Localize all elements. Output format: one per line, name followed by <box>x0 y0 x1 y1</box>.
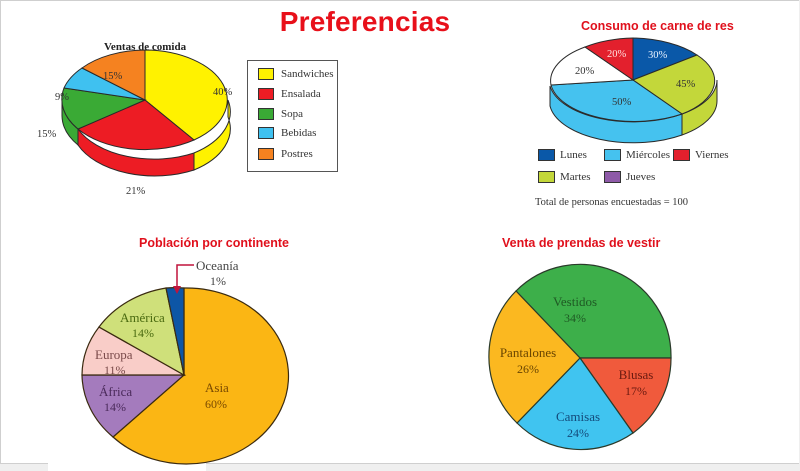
food-legend: Sandwiches Ensalada Sopa Bebidas Postres <box>247 60 338 172</box>
label-camisas-pct: 24% <box>567 426 589 440</box>
legend-item-viernes: Viernes <box>673 148 729 162</box>
chart-title-food: Ventas de comida <box>104 41 187 53</box>
legend-label: Sopa <box>281 108 303 120</box>
page-title: Preferencias <box>279 6 451 37</box>
label-postres: 15% <box>103 71 123 82</box>
legend-item-sandwiches: Sandwiches <box>258 67 334 81</box>
legend-label: Bebidas <box>281 127 317 139</box>
legend-item-bebidas: Bebidas <box>258 126 316 140</box>
legend-label: Sandwiches <box>281 68 334 80</box>
legend-label: Viernes <box>695 149 729 161</box>
label-pantalones-pct: 26% <box>517 362 539 376</box>
chart-title-beef: Consumo de carne de res <box>581 19 734 33</box>
swatch-ensalada <box>258 88 274 100</box>
legend-item-postres: Postres <box>258 147 313 161</box>
legend-item-lunes: Lunes <box>538 148 587 162</box>
legend-label: Lunes <box>560 149 587 161</box>
label-america-pct: 14% <box>132 326 154 340</box>
label-miercoles: 50% <box>612 97 632 108</box>
swatch-sopa <box>258 108 274 120</box>
label-sopa: 15% <box>37 129 57 140</box>
label-africa-pct: 14% <box>104 400 126 414</box>
legend-label: Jueves <box>626 171 656 183</box>
legend-item-sopa: Sopa <box>258 107 303 121</box>
label-vestidos-pct: 34% <box>564 311 586 325</box>
label-viernes: 20% <box>607 49 627 60</box>
slide-bottom-strip <box>48 462 206 471</box>
label-sandwiches: 40% <box>213 87 233 98</box>
swatch-viernes <box>673 149 690 161</box>
label-blusas: Blusas <box>619 367 654 382</box>
label-vestidos: Vestidos <box>553 294 597 309</box>
swatch-postres <box>258 148 274 160</box>
legend-item-miercoles: Miércoles <box>604 148 670 162</box>
legend-item-martes: Martes <box>538 170 591 184</box>
legend-item-jueves: Jueves <box>604 170 655 184</box>
label-blanco: 20% <box>575 66 595 77</box>
legend-label: Ensalada <box>281 88 321 100</box>
label-oceania: Oceanía <box>196 258 239 273</box>
swatch-sandwiches <box>258 68 274 80</box>
swatch-jueves <box>604 171 621 183</box>
swatch-lunes <box>538 149 555 161</box>
legend-label: Miércoles <box>626 149 670 161</box>
label-blusas-pct: 17% <box>625 384 647 398</box>
chart-title-clothes: Venta de prendas de vestir <box>502 236 661 250</box>
swatch-bebidas <box>258 127 274 139</box>
swatch-miercoles <box>604 149 621 161</box>
chart-title-population: Población por continente <box>139 236 290 250</box>
legend-label: Postres <box>281 148 313 160</box>
label-ensalada: 21% <box>126 186 146 197</box>
label-pantalones: Pantalones <box>500 345 556 360</box>
swatch-martes <box>538 171 555 183</box>
beef-annotation: Total de personas encuestadas = 100 <box>535 197 689 208</box>
label-camisas: Camisas <box>556 409 600 424</box>
label-europa: Europa <box>95 347 133 362</box>
legend-label: Martes <box>560 171 591 183</box>
label-martes: 45% <box>676 79 696 90</box>
label-asia-pct: 60% <box>205 397 227 411</box>
label-lunes: 30% <box>648 50 668 61</box>
label-bebidas: 9% <box>55 92 69 103</box>
legend-item-ensalada: Ensalada <box>258 87 321 101</box>
label-europa-pct: 11% <box>104 363 126 377</box>
label-africa: África <box>99 384 132 399</box>
label-asia: Asia <box>205 380 229 395</box>
label-oceania-pct: 1% <box>210 274 226 288</box>
label-america: América <box>120 310 165 325</box>
